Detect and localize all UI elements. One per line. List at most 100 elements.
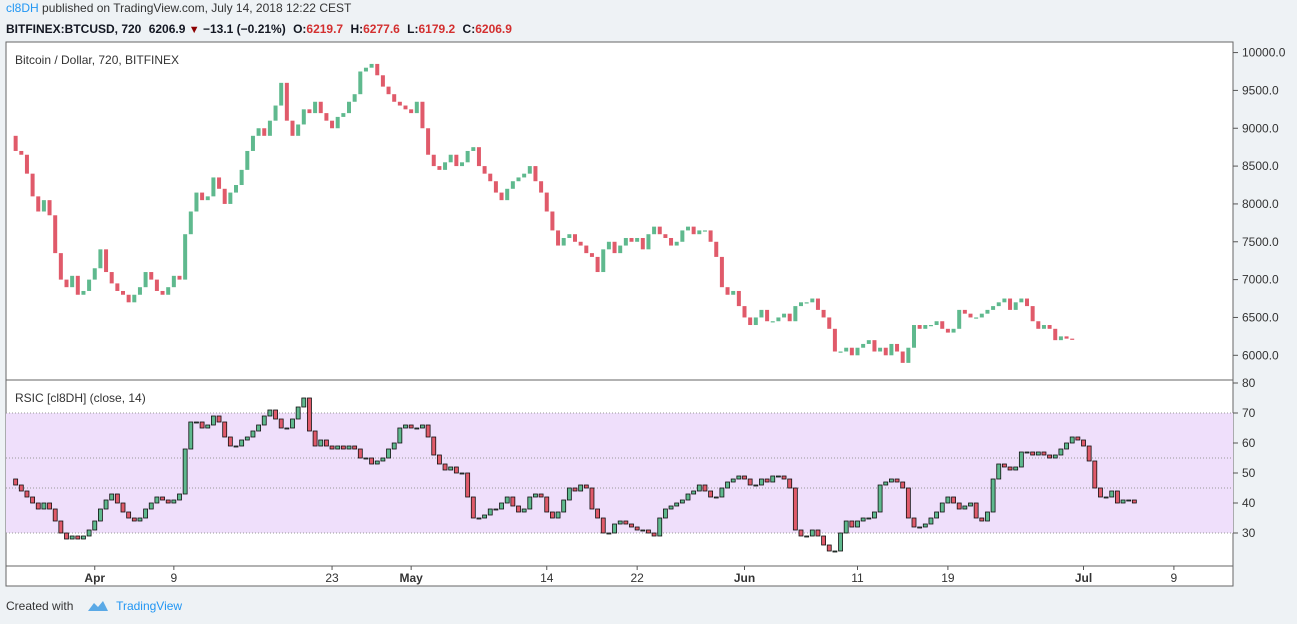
author-link[interactable]: cl8DH bbox=[6, 1, 39, 15]
rsi-candle bbox=[465, 472, 471, 498]
open-value: 6219.7 bbox=[306, 22, 344, 36]
price-candle bbox=[1053, 328, 1058, 341]
time-tick-label: 11 bbox=[851, 571, 864, 585]
rsi-candle bbox=[35, 502, 41, 510]
rsi-candle bbox=[425, 424, 431, 438]
ohlc-legend: BITFINEX:BTCUSD, 720 6206.9 ▼ −13.1 (−0.… bbox=[6, 22, 512, 36]
rsi-candle bbox=[629, 523, 634, 528]
price-candle bbox=[550, 211, 555, 231]
price-candle bbox=[612, 241, 617, 254]
rsi-candle bbox=[544, 496, 550, 513]
price-candle bbox=[448, 154, 453, 163]
price-candle bbox=[476, 147, 481, 167]
price-candle bbox=[748, 317, 753, 326]
rsi-candle bbox=[583, 484, 589, 489]
price-candle bbox=[313, 101, 318, 114]
rsi-candle bbox=[849, 520, 855, 528]
rsi-candle bbox=[809, 529, 815, 537]
rsi-candle bbox=[742, 475, 747, 480]
price-candle bbox=[719, 256, 724, 288]
rsi-candle bbox=[340, 445, 346, 450]
price-candle bbox=[188, 211, 193, 235]
rsi-candle bbox=[64, 532, 69, 540]
price-candle bbox=[742, 306, 747, 318]
rsi-candle bbox=[866, 517, 872, 520]
rsi-candle bbox=[572, 487, 578, 492]
price-candle bbox=[301, 109, 306, 125]
price-candle bbox=[1047, 325, 1052, 329]
rsi-candle bbox=[759, 478, 764, 486]
rsi-candle bbox=[470, 496, 476, 519]
rsi-candle bbox=[1131, 499, 1137, 504]
price-candle bbox=[962, 309, 967, 314]
rsi-candle bbox=[792, 487, 798, 531]
rsi-candle bbox=[453, 466, 459, 474]
rsi-candle bbox=[233, 445, 239, 448]
price-candle bbox=[121, 290, 125, 295]
rsi-candle bbox=[860, 517, 866, 522]
time-tick-label: Apr bbox=[84, 571, 105, 585]
price-candle bbox=[838, 351, 843, 353]
price-candle bbox=[290, 120, 295, 136]
rsi-candle bbox=[730, 478, 736, 483]
price-candle bbox=[923, 325, 928, 329]
rsi-candle bbox=[962, 505, 968, 510]
price-candle bbox=[409, 109, 414, 114]
rsi-candle bbox=[493, 508, 499, 511]
rsi-candle bbox=[894, 478, 900, 483]
price-candle bbox=[109, 272, 114, 284]
footer: Created with TradingView bbox=[6, 598, 182, 614]
price-candle bbox=[488, 173, 493, 182]
rsi-candle bbox=[431, 436, 437, 456]
rsi-candle bbox=[521, 508, 527, 513]
price-candle bbox=[510, 181, 515, 189]
rsi-candle bbox=[1109, 490, 1115, 498]
rsi-candle bbox=[1024, 451, 1030, 454]
rsi-candle bbox=[403, 424, 408, 429]
rsi-candle bbox=[623, 520, 629, 525]
price-tick-label: 7000.0 bbox=[1242, 273, 1279, 287]
tradingview-link[interactable]: TradingView bbox=[116, 599, 183, 613]
rsi-candle bbox=[227, 436, 233, 447]
rsi-candle bbox=[826, 544, 832, 552]
price-candle bbox=[369, 63, 374, 68]
rsi-candle bbox=[103, 499, 109, 510]
price-candle bbox=[669, 237, 674, 246]
rsi-candle bbox=[448, 466, 454, 471]
rsi-candle bbox=[679, 499, 685, 504]
price-candle bbox=[166, 287, 171, 295]
price-candle bbox=[1025, 298, 1029, 307]
price-candle bbox=[900, 351, 905, 363]
rsi-candle bbox=[98, 508, 103, 522]
rsi-candle bbox=[922, 523, 928, 528]
high-label: H: bbox=[350, 22, 364, 36]
rsi-candle bbox=[499, 502, 504, 510]
price-candle bbox=[1064, 336, 1069, 339]
time-tick-label: 19 bbox=[941, 571, 955, 585]
tradingview-logo-icon[interactable] bbox=[87, 598, 109, 614]
price-candle bbox=[222, 188, 227, 204]
rsi-candle bbox=[561, 499, 567, 513]
price-candle bbox=[578, 241, 583, 246]
price-candle bbox=[928, 325, 933, 327]
rsi-candle bbox=[736, 475, 742, 480]
rsi-candle bbox=[838, 532, 843, 552]
rsi-candle bbox=[657, 517, 663, 537]
rsi-candle bbox=[606, 532, 612, 535]
price-tick-label: 6000.0 bbox=[1242, 348, 1279, 362]
price-candle bbox=[782, 313, 787, 318]
rsi-candle bbox=[1092, 460, 1098, 489]
rsi-candle bbox=[917, 526, 923, 529]
price-candle bbox=[256, 128, 261, 136]
rsi-candle bbox=[81, 535, 86, 540]
rsi-candle bbox=[781, 475, 787, 480]
rsi-candle bbox=[747, 478, 753, 486]
rsi-candle bbox=[47, 502, 52, 510]
price-candle bbox=[974, 317, 979, 319]
time-tick-label: 23 bbox=[325, 571, 339, 585]
low-label: L: bbox=[407, 22, 419, 36]
price-candle bbox=[640, 237, 645, 250]
rsi-candle bbox=[1075, 436, 1081, 441]
rsi-candle bbox=[1103, 496, 1109, 499]
